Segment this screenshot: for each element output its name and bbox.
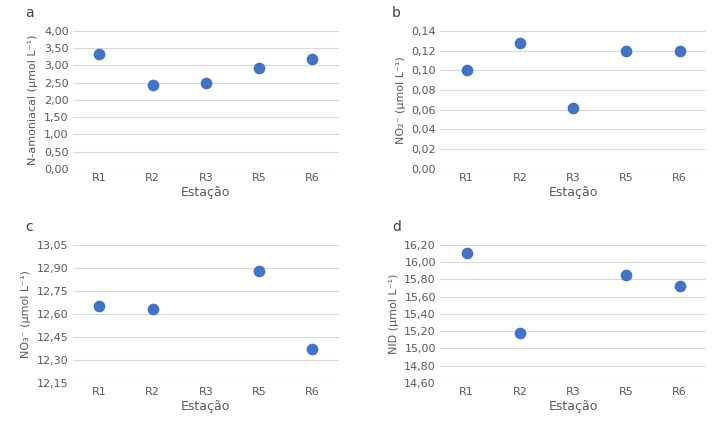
Y-axis label: N-amoniacal (μmol L⁻¹): N-amoniacal (μmol L⁻¹): [28, 35, 39, 165]
Point: [94, 303, 106, 310]
Point: [673, 47, 685, 54]
Point: [147, 306, 159, 313]
X-axis label: Estação: Estação: [181, 186, 231, 199]
Point: [94, 51, 106, 58]
Point: [461, 67, 472, 74]
Y-axis label: NO₃⁻ (μmol L⁻¹): NO₃⁻ (μmol L⁻¹): [21, 270, 31, 358]
Point: [461, 250, 472, 257]
Y-axis label: NO₂⁻ (μmol L⁻¹): NO₂⁻ (μmol L⁻¹): [396, 56, 405, 144]
Point: [253, 268, 265, 275]
Point: [514, 329, 526, 336]
X-axis label: Estação: Estação: [181, 400, 231, 413]
Point: [514, 39, 526, 46]
Point: [200, 79, 212, 86]
Y-axis label: NID (μmol L⁻¹): NID (μmol L⁻¹): [389, 274, 398, 354]
Text: b: b: [392, 6, 401, 20]
Point: [147, 81, 159, 88]
Point: [306, 345, 318, 352]
Point: [567, 104, 579, 111]
X-axis label: Estação: Estação: [548, 400, 598, 413]
Point: [673, 282, 685, 290]
Text: d: d: [392, 220, 401, 234]
Point: [306, 55, 318, 62]
X-axis label: Estação: Estação: [548, 186, 598, 199]
Point: [620, 271, 632, 279]
Text: c: c: [25, 220, 33, 234]
Text: a: a: [25, 6, 33, 20]
Point: [253, 65, 265, 72]
Point: [620, 47, 632, 54]
